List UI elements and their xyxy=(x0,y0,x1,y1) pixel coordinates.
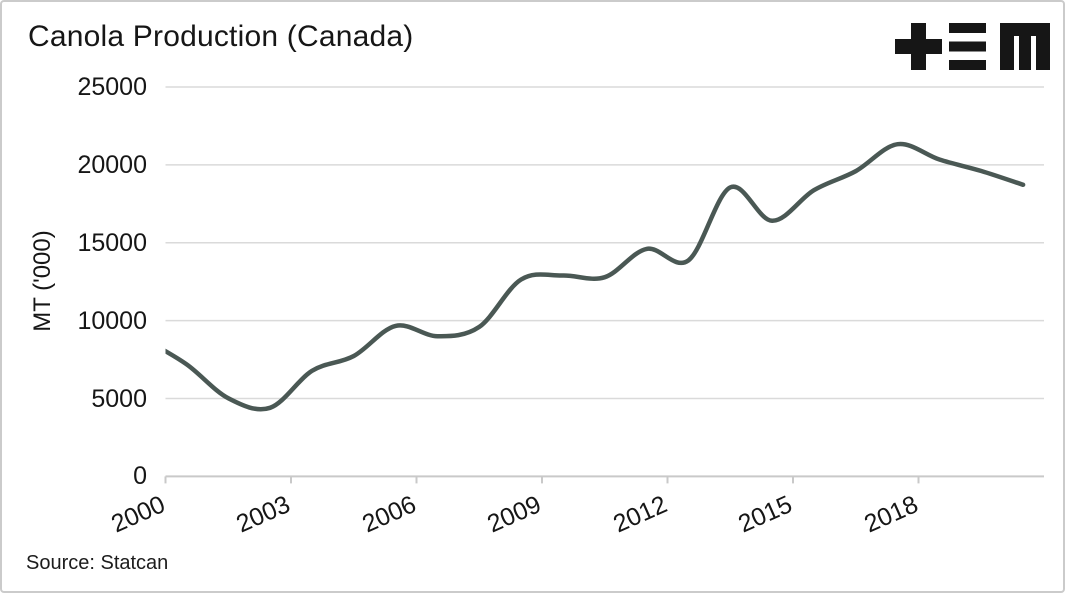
data-line-canola-production xyxy=(165,141,1026,412)
y-tick-label-10000: 10000 xyxy=(77,306,147,335)
y-tick-label-25000: 25000 xyxy=(77,73,147,101)
source-note: Source: Statcan xyxy=(26,552,169,574)
m-glyph-icon xyxy=(1000,23,1050,70)
y-tick-label-0: 0 xyxy=(133,462,147,491)
chart-title: Canola Production (Canada) xyxy=(28,20,414,53)
y-tick-label-15000: 15000 xyxy=(77,228,147,257)
plus-triplebar-m-logo xyxy=(895,23,1050,70)
y-tick-label-20000: 20000 xyxy=(77,150,147,179)
triple-bar-icon xyxy=(949,23,986,70)
y-tick-label-5000: 5000 xyxy=(91,384,147,413)
plus-icon xyxy=(895,23,942,70)
